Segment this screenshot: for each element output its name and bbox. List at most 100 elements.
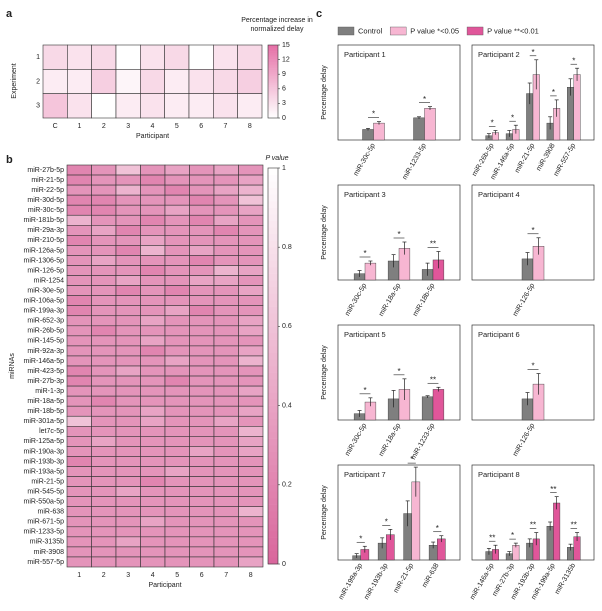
y-tick-label: miR-30c-5p xyxy=(28,207,64,214)
heatmap-cell xyxy=(213,174,239,186)
heatmap-cell xyxy=(140,315,166,327)
colorbar-segment xyxy=(268,511,278,519)
heatmap-cell xyxy=(66,496,92,507)
heatmap-cell xyxy=(115,164,141,176)
heatmap-cell xyxy=(189,355,215,367)
significance-label: * xyxy=(397,230,400,239)
y-tick-label: miR-652-3p xyxy=(27,318,64,325)
x-tick-label: miR-3135b xyxy=(554,562,577,595)
y-axis-label: Experiment xyxy=(11,63,18,98)
heatmap-cell xyxy=(91,174,117,186)
colorbar-segment xyxy=(268,498,278,505)
heatmap-cell xyxy=(140,496,166,507)
y-tick-label: miR-181b-5p xyxy=(24,217,65,224)
colorbar-tick-label: 9 xyxy=(282,71,286,78)
y-tick-label: miR-190a-3p xyxy=(24,448,65,455)
heatmap-cell xyxy=(164,245,190,256)
heatmap-cell xyxy=(213,405,239,417)
heatmap-cell xyxy=(115,385,141,397)
y-tick-label: miR-3908 xyxy=(34,549,64,556)
heatmap-cell xyxy=(189,526,215,538)
heatmap-cell xyxy=(91,204,117,216)
colorbar-segment xyxy=(268,104,278,107)
heatmap-cell xyxy=(164,486,190,497)
colorbar-segment xyxy=(268,90,278,92)
colorbar-segment xyxy=(268,458,278,466)
x-tick-label: 1 xyxy=(77,572,81,579)
heatmap-cell xyxy=(164,194,190,206)
heatmap-cell xyxy=(238,204,264,216)
significance-label: * xyxy=(531,362,534,371)
colorbar-segment xyxy=(268,346,278,354)
heatmap-cell xyxy=(91,69,117,94)
y-tick-label: miR-22-5p xyxy=(31,187,64,194)
heatmap-cell xyxy=(115,466,141,477)
colorbar-segment xyxy=(268,247,278,255)
heatmap-cell xyxy=(164,385,190,397)
x-tick-label: 4 xyxy=(151,123,155,130)
heatmap-cell xyxy=(140,415,166,427)
heatmap-cell xyxy=(238,486,264,497)
heatmap-cell xyxy=(115,365,141,377)
heatmap-cell xyxy=(164,405,190,417)
y-tick-label: miR-29a-3p xyxy=(27,227,64,234)
heatmap-cell xyxy=(164,526,190,538)
y-tick-label: miR-126-5p xyxy=(27,267,64,274)
heatmap-cell xyxy=(213,466,239,477)
x-tick-label: miR-638 xyxy=(421,562,440,589)
heatmap-cell xyxy=(66,265,92,276)
heatmap-cell xyxy=(189,194,215,206)
heatmap-cell xyxy=(140,44,165,70)
x-tick-label: miR-30c-5p xyxy=(344,282,368,317)
heatmap-cell xyxy=(66,335,92,347)
heatmap-cell xyxy=(91,255,117,266)
colorbar-segment xyxy=(268,116,278,119)
heatmap-cell xyxy=(189,395,215,407)
heatmap-cell xyxy=(213,446,239,457)
colorbar-segment xyxy=(268,63,278,65)
colorbar-segment xyxy=(268,51,278,53)
heatmap-cell xyxy=(66,204,92,216)
y-tick-label: miR-3135b xyxy=(30,539,64,546)
heatmap-cell xyxy=(189,164,215,176)
x-tick-label: 7 xyxy=(224,572,228,579)
heatmap-cell xyxy=(66,556,92,568)
x-tick-label: miR-126-5p xyxy=(512,282,536,317)
heatmap-cell xyxy=(66,546,92,558)
colorbar-segment xyxy=(268,273,278,281)
heatmap-cell xyxy=(66,446,92,457)
colorbar-segment xyxy=(268,53,278,56)
chart-title: Participant 8 xyxy=(478,470,520,479)
legend-swatch xyxy=(337,26,355,36)
heatmap-cell xyxy=(140,456,166,467)
x-tick-label: 3 xyxy=(126,123,130,130)
colorbar-segment xyxy=(268,260,278,268)
colorbar-segment xyxy=(268,107,278,109)
heatmap-cell xyxy=(189,546,215,558)
heatmap-cell xyxy=(213,395,239,407)
x-tick-label: 2 xyxy=(102,123,106,130)
heatmap-cell xyxy=(91,405,117,417)
bar xyxy=(373,122,385,141)
heatmap-cell xyxy=(66,184,92,196)
heatmap-cell xyxy=(213,486,239,497)
panel-label: a xyxy=(6,8,13,20)
heatmap-cell xyxy=(66,526,92,538)
y-tick-label: 1 xyxy=(36,54,40,61)
heatmap-cell xyxy=(238,516,264,528)
x-tick-label: C xyxy=(53,123,58,130)
heatmap-cell xyxy=(91,526,117,538)
heatmap-cell xyxy=(140,69,165,94)
heatmap-cell xyxy=(189,225,215,236)
heatmap-cell xyxy=(164,365,190,377)
y-tick-label: miR-92a-3p xyxy=(27,348,64,355)
heatmap-cell xyxy=(213,44,238,70)
y-tick-label: miR-146a-5p xyxy=(24,358,65,365)
heatmap-cell xyxy=(115,285,141,296)
heatmap-cell xyxy=(140,385,166,397)
x-tick-label: miR-18b-5p xyxy=(412,282,436,317)
heatmap-cell xyxy=(91,516,117,528)
heatmap-cell xyxy=(189,486,215,497)
heatmap-cell xyxy=(164,204,190,216)
heatmap-cell xyxy=(238,275,264,286)
